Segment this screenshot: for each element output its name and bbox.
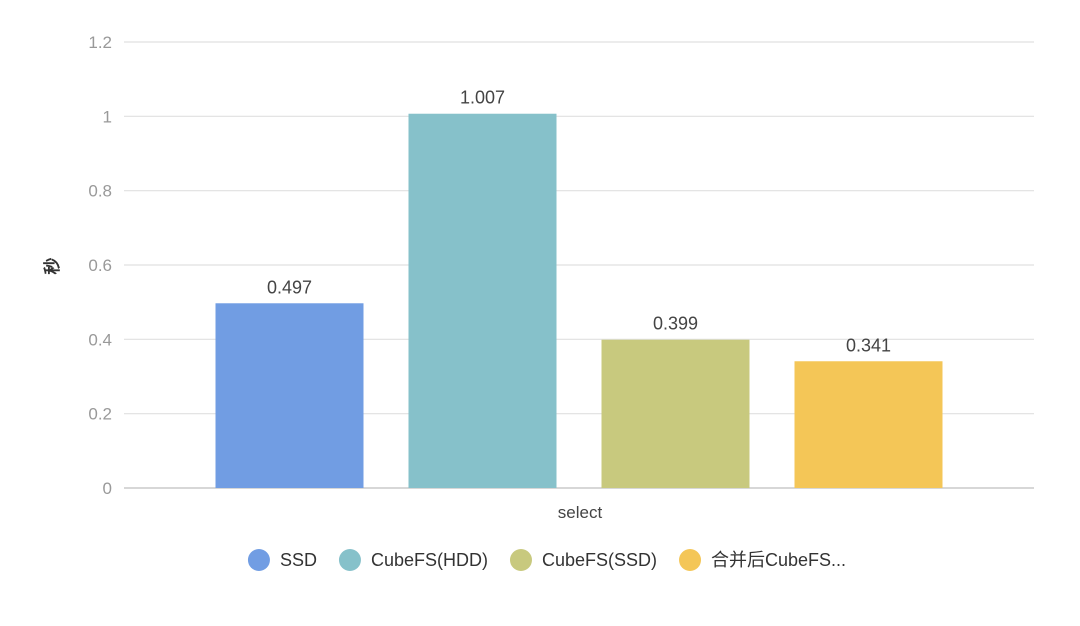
legend-label-1: CubeFS(HDD) xyxy=(371,550,488,570)
legend-swatch-1 xyxy=(338,549,361,571)
bar-series-0[interactable] xyxy=(215,303,364,488)
data-labels: 0.497 1.007 0.399 0.341 xyxy=(267,88,891,356)
y-tick-label: 0 xyxy=(103,479,112,498)
data-label-series-2: 0.399 xyxy=(653,314,698,334)
legend-label-0: SSD xyxy=(280,550,317,570)
y-tick-label: 0.4 xyxy=(88,330,112,349)
x-axis-title: select xyxy=(558,503,603,522)
bar-series-2[interactable] xyxy=(601,339,750,488)
legend-label-3: 合并后CubeFS... xyxy=(711,550,846,570)
data-label-series-1: 1.007 xyxy=(460,88,505,108)
legend-item-3[interactable]: 合并后CubeFS... xyxy=(679,549,846,571)
legend-item-2[interactable]: CubeFS(SSD) xyxy=(509,549,657,571)
bar-series-3[interactable] xyxy=(794,361,943,488)
legend-swatch-0 xyxy=(247,549,270,571)
bars xyxy=(215,113,943,489)
y-tick-label: 1 xyxy=(103,107,112,126)
legend-item-0[interactable]: SSD xyxy=(247,549,317,571)
legend-swatch-2 xyxy=(509,549,532,571)
y-tick-label: 1.2 xyxy=(88,33,112,52)
legend-item-1[interactable]: CubeFS(HDD) xyxy=(338,549,488,571)
y-axis-ticks: 0 0.2 0.4 0.6 0.8 1 1.2 xyxy=(88,33,112,498)
legend-label-2: CubeFS(SSD) xyxy=(542,550,657,570)
y-tick-label: 0.8 xyxy=(88,182,112,201)
y-tick-label: 0.6 xyxy=(88,256,112,275)
legend: SSD CubeFS(HDD) CubeFS(SSD) 合并后CubeFS... xyxy=(247,549,846,571)
y-tick-label: 0.2 xyxy=(88,405,112,424)
bar-series-1[interactable] xyxy=(408,113,557,489)
y-axis-title: 秒 xyxy=(42,258,63,275)
data-label-series-3: 0.341 xyxy=(846,335,891,355)
data-label-series-0: 0.497 xyxy=(267,277,312,297)
legend-swatch-3 xyxy=(679,549,702,571)
